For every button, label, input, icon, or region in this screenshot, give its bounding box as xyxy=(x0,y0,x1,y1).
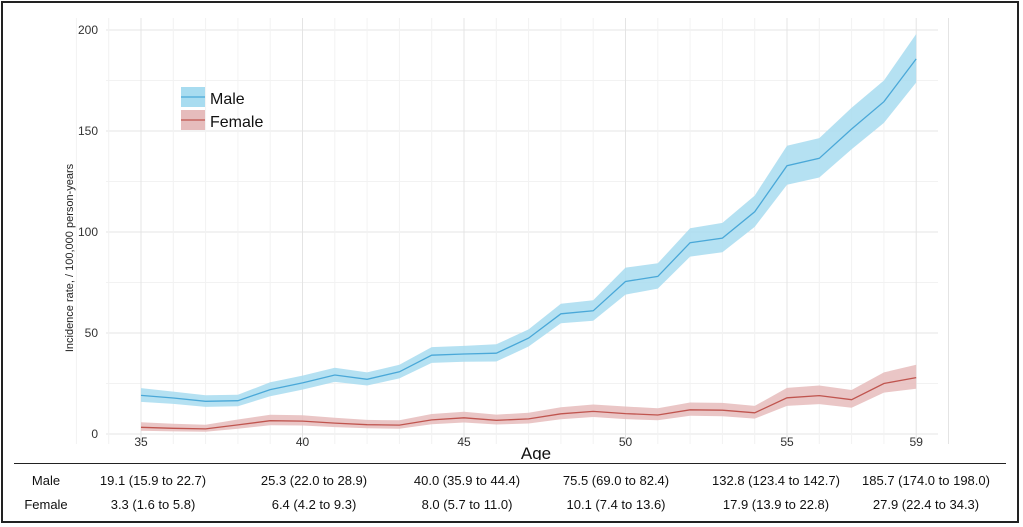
row-label-female: Female xyxy=(24,497,68,512)
confidence-bands xyxy=(141,34,917,432)
table-cell: 10.1 (7.4 to 13.6) xyxy=(566,497,666,512)
gridlines xyxy=(75,18,949,444)
series-line-female xyxy=(140,376,917,430)
x-tick-label: 59 xyxy=(910,435,924,449)
confidence-band-female xyxy=(141,364,917,432)
y-tick-label: 100 xyxy=(78,225,98,239)
table-cell: 17.9 (13.9 to 22.8) xyxy=(722,497,830,512)
x-tick-label: 55 xyxy=(780,435,794,449)
table-top-rule xyxy=(14,463,1006,464)
row-label-male: Male xyxy=(31,473,61,488)
table-cell: 27.9 (22.4 to 34.3) xyxy=(872,497,980,512)
table-row-male: Male 19.1 (15.9 to 22.7) 25.3 (22.0 to 2… xyxy=(0,473,1023,495)
series-line-male xyxy=(140,58,917,402)
table-cell: 8.0 (5.7 to 11.0) xyxy=(421,497,513,512)
table-cell: 6.4 (4.2 to 9.3) xyxy=(271,497,357,512)
y-tick-labels: 0 50 100 150 200 xyxy=(78,23,98,441)
incidence-chart: 0 50 100 150 200 35 40 45 50 55 59 Incidence rate… xyxy=(64,18,949,460)
x-tick-label: 45 xyxy=(457,435,471,449)
x-tick-label: 35 xyxy=(134,435,148,449)
series-lines xyxy=(140,58,917,430)
legend-label-female: Female xyxy=(210,114,263,131)
legend-label-male: Male xyxy=(210,91,245,108)
table-cell: 3.3 (1.6 to 5.8) xyxy=(110,497,196,512)
table-cell: 40.0 (35.9 to 44.4) xyxy=(413,473,521,488)
y-tick-label: 0 xyxy=(91,427,98,441)
x-axis-label: Age xyxy=(521,444,551,460)
y-axis-label: Incidence rate, / 100,000 person-years xyxy=(64,163,76,352)
y-tick-label: 200 xyxy=(78,23,98,37)
x-tick-label: 50 xyxy=(619,435,633,449)
confidence-band-male xyxy=(141,34,917,407)
table-cell: 25.3 (22.0 to 28.9) xyxy=(260,473,368,488)
y-tick-label: 150 xyxy=(78,124,98,138)
table-cell: 19.1 (15.9 to 22.7) xyxy=(99,473,207,488)
x-tick-label: 40 xyxy=(296,435,310,449)
y-tick-label: 50 xyxy=(85,326,99,340)
table-cell: 75.5 (69.0 to 82.4) xyxy=(562,473,670,488)
x-tick-labels: 35 40 45 50 55 59 xyxy=(134,435,923,449)
table-row-female: Female 3.3 (1.6 to 5.8) 6.4 (4.2 to 9.3)… xyxy=(0,497,1023,519)
legend: Male Female xyxy=(181,87,263,131)
table-cell: 132.8 (123.4 to 142.7) xyxy=(712,473,840,488)
table-cell: 185.7 (174.0 to 198.0) xyxy=(862,473,990,488)
